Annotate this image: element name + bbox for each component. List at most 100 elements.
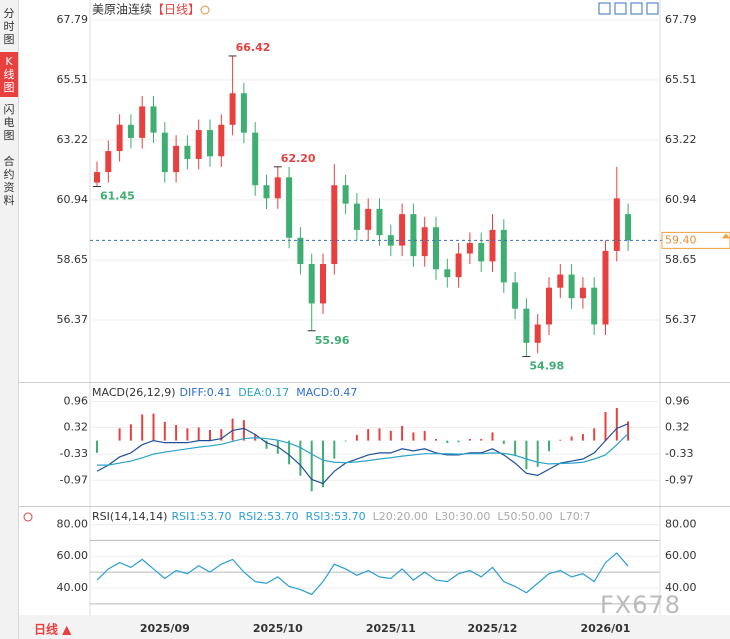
y-tick-label: 40.00 — [665, 581, 697, 594]
period-switch[interactable]: 日线 ▲ — [34, 622, 72, 637]
legend-item: DEA:0.17 — [238, 386, 289, 399]
candle-body — [263, 185, 270, 199]
candle-body — [252, 132, 259, 186]
candle-body — [444, 269, 451, 278]
toolbar — [598, 2, 659, 15]
legend-item: L20:20.00 — [373, 510, 428, 523]
candle-body — [478, 243, 485, 262]
candle-body — [139, 106, 146, 138]
x-tick-label: 2025/12 — [468, 622, 518, 635]
extreme-label: 66.42 — [236, 41, 271, 54]
candle-body — [433, 227, 439, 270]
y-tick-label: 60.00 — [57, 549, 89, 562]
tab[interactable]: 合约资料 — [3, 155, 15, 207]
x-tick-label: 2025/09 — [140, 622, 190, 635]
candle-body — [568, 274, 575, 299]
y-tick-label: 58.65 — [665, 253, 697, 266]
tool-button[interactable] — [598, 2, 611, 15]
chart-title: 美原油连续 — [92, 2, 152, 17]
settings-icon[interactable] — [23, 512, 33, 522]
y-tick-label: 0.32 — [64, 421, 89, 434]
tab[interactable]: 闪电图 — [3, 103, 15, 142]
candle-body — [557, 274, 564, 288]
add-icon[interactable] — [200, 5, 210, 15]
candle-body — [602, 250, 609, 325]
legend-item: RSI3:53.70 — [306, 510, 366, 523]
x-axis-bar — [19, 615, 730, 639]
candle-body — [331, 185, 338, 265]
candle-body — [195, 130, 202, 159]
sidebar: 分时图 K线图 闪电图 合约资料 — [0, 0, 19, 639]
y-tick-label: -0.33 — [60, 447, 88, 460]
candle-body — [466, 243, 473, 254]
tool-button[interactable] — [646, 2, 659, 15]
candle-body — [274, 177, 281, 199]
legend-item: L50:50.00 — [497, 510, 552, 523]
x-tick-label: 2026/01 — [581, 622, 631, 635]
y-tick-label: 0.96 — [665, 394, 690, 407]
series-line — [96, 552, 629, 596]
y-tick-label: 60.00 — [665, 549, 697, 562]
y-tick-label: 63.22 — [665, 133, 697, 146]
y-tick-label: 67.79 — [665, 13, 697, 26]
candle-body — [116, 124, 123, 152]
candle-body — [500, 229, 507, 283]
candle-body — [512, 282, 519, 309]
candle-body — [579, 287, 586, 299]
y-tick-label: 65.51 — [57, 73, 89, 86]
series-line — [97, 433, 629, 466]
candle-body — [376, 208, 383, 236]
y-tick-label: 67.79 — [57, 13, 89, 26]
candle-body — [207, 130, 213, 157]
y-tick-label: 40.00 — [57, 581, 89, 594]
panel-title: RSI(14,14,14) — [92, 510, 167, 523]
y-tick-label: -0.97 — [60, 473, 88, 486]
candle-body — [184, 145, 191, 159]
candle-body — [297, 237, 304, 265]
y-tick-label: 63.22 — [57, 133, 89, 146]
candle-body — [240, 93, 247, 133]
candle-body — [489, 229, 496, 262]
legend-item: L70:7 — [560, 510, 591, 523]
y-tick-label: 56.37 — [665, 313, 697, 326]
last-price-label: 59.40 — [665, 233, 697, 246]
extreme-label: 62.20 — [281, 152, 316, 165]
y-tick-label: 56.37 — [57, 313, 89, 326]
candle-body — [399, 214, 406, 246]
y-tick-label: 60.94 — [665, 193, 697, 206]
extreme-label: 54.98 — [529, 360, 564, 373]
last-price-box — [661, 231, 730, 249]
candle-body — [365, 208, 372, 230]
tab[interactable]: 分时图 — [3, 7, 15, 46]
candle-body — [286, 177, 293, 238]
y-tick-label: 65.51 — [665, 73, 697, 86]
candle-body — [105, 151, 112, 173]
tool-button[interactable] — [614, 2, 627, 15]
x-tick-label: 2025/11 — [366, 622, 416, 635]
candle-body — [342, 185, 349, 204]
panel-title: MACD(26,12,9) — [92, 386, 176, 399]
candle-body — [320, 264, 326, 304]
legend-item: MACD:0.47 — [296, 386, 357, 399]
candle-body — [173, 145, 180, 173]
period-tag: 【日线】 — [152, 3, 200, 17]
candle-body — [455, 253, 462, 278]
y-tick-label: 80.00 — [665, 517, 697, 530]
legend-item: RSI2:53.70 — [239, 510, 299, 523]
legend-item: DIFF:0.41 — [180, 386, 232, 399]
extreme-label: 61.45 — [100, 190, 135, 203]
candle-body — [546, 287, 552, 325]
legend-item: RSI1:53.70 — [171, 510, 231, 523]
candle-body — [421, 227, 428, 257]
y-tick-label: -0.33 — [665, 447, 693, 460]
tool-button[interactable] — [630, 2, 643, 15]
candle-body — [410, 214, 417, 257]
last-price-arrow — [722, 233, 730, 239]
tab-active[interactable]: K线图 — [0, 52, 18, 97]
candle-body — [218, 124, 225, 157]
candle-body — [127, 124, 134, 138]
candle-body — [229, 93, 236, 125]
extreme-label: 55.96 — [315, 334, 350, 347]
